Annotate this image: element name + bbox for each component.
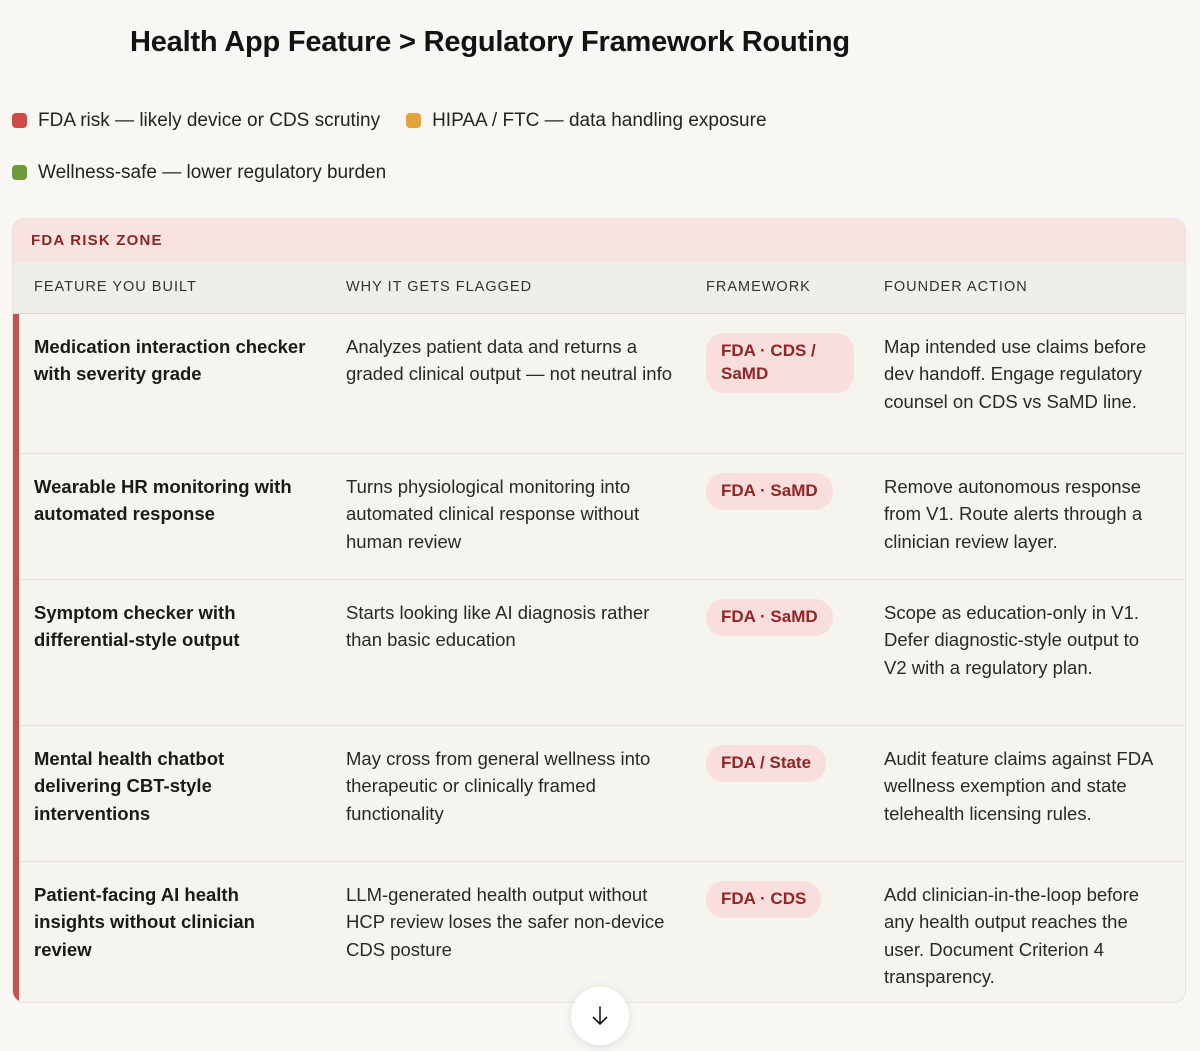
- legend-label: FDA risk — likely device or CDS scrutiny: [38, 110, 381, 132]
- fda-risk-swatch-icon: [12, 113, 27, 129]
- why-cell: May cross from general wellness into the…: [346, 748, 651, 824]
- why-cell: Turns physiological monitoring into auto…: [346, 476, 640, 552]
- framework-badge: FDA · SaMD: [706, 599, 833, 637]
- why-cell: Analyzes patient data and returns a grad…: [346, 336, 673, 385]
- feature-cell: Wearable HR monitoring with automated re…: [34, 476, 292, 525]
- scroll-down-button[interactable]: [571, 987, 629, 1045]
- table-column-headers: FEATURE YOU BUILT WHY IT GETS FLAGGED FR…: [13, 262, 1185, 315]
- risk-accent-bar: [13, 314, 19, 1002]
- framework-cell: FDA · SaMD: [706, 473, 884, 567]
- column-header-framework: FRAMEWORK: [706, 279, 811, 296]
- feature-cell: Medication interaction checker with seve…: [34, 336, 306, 385]
- feature-cell: Mental health chatbot delivering CBT-sty…: [34, 748, 225, 824]
- why-cell: Starts looking like AI diagnosis rather …: [346, 602, 650, 651]
- action-cell: Remove autonomous response from V1. Rout…: [884, 476, 1143, 552]
- framework-badge: FDA · CDS / SaMD: [706, 333, 854, 394]
- column-header-why: WHY IT GETS FLAGGED: [346, 279, 533, 296]
- page-title: Health App Feature > Regulatory Framewor…: [130, 26, 850, 58]
- legend-item-wellness-safe: Wellness-safe — lower regulatory burden: [12, 158, 386, 187]
- table-row: Patient-facing AI health insights withou…: [13, 862, 1185, 1002]
- table-row: Mental health chatbot delivering CBT-sty…: [13, 726, 1185, 863]
- action-cell: Scope as education-only in V1. Defer dia…: [884, 602, 1140, 678]
- framework-cell: FDA · CDS: [706, 881, 884, 990]
- hipaa-ftc-swatch-icon: [406, 113, 422, 129]
- why-cell: LLM-generated health output without HCP …: [346, 884, 665, 960]
- legend-label: Wellness-safe — lower regulatory burden: [38, 162, 387, 184]
- column-header-action: FOUNDER ACTION: [884, 279, 1028, 296]
- action-cell: Audit feature claims against FDA wellnes…: [884, 748, 1153, 824]
- table-body: Medication interaction checker with seve…: [13, 314, 1185, 1002]
- framework-cell: FDA / State: [706, 745, 884, 849]
- legend-item-hipaa-ftc: HIPAA / FTC — data handling exposure: [406, 106, 767, 135]
- legend-label: HIPAA / FTC — data handling exposure: [432, 110, 767, 132]
- framework-cell: FDA · SaMD: [706, 599, 884, 713]
- fda-risk-zone-card: FDA RISK ZONE FEATURE YOU BUILT WHY IT G…: [12, 218, 1186, 1003]
- framework-badge: FDA · CDS: [706, 881, 822, 919]
- framework-badge: FDA · SaMD: [706, 473, 833, 511]
- down-arrow-icon: [587, 1003, 613, 1029]
- column-header-feature: FEATURE YOU BUILT: [34, 279, 197, 296]
- feature-cell: Patient-facing AI health insights withou…: [34, 884, 255, 960]
- feature-cell: Symptom checker with differential-style …: [34, 602, 240, 651]
- wellness-safe-swatch-icon: [12, 165, 27, 181]
- framework-cell: FDA · CDS / SaMD: [706, 333, 884, 441]
- zone-band: FDA RISK ZONE: [13, 219, 1185, 263]
- legend-item-fda-risk: FDA risk — likely device or CDS scrutiny: [12, 106, 380, 135]
- table-row: Wearable HR monitoring with automated re…: [13, 454, 1185, 581]
- action-cell: Map intended use claims before dev hando…: [884, 336, 1147, 412]
- action-cell: Add clinician-in-the-loop before any hea…: [884, 884, 1140, 987]
- framework-badge: FDA / State: [706, 745, 827, 783]
- legend: FDA risk — likely device or CDS scrutiny…: [12, 106, 842, 187]
- table-row: Medication interaction checker with seve…: [13, 314, 1185, 455]
- table-row: Symptom checker with differential-style …: [13, 580, 1185, 727]
